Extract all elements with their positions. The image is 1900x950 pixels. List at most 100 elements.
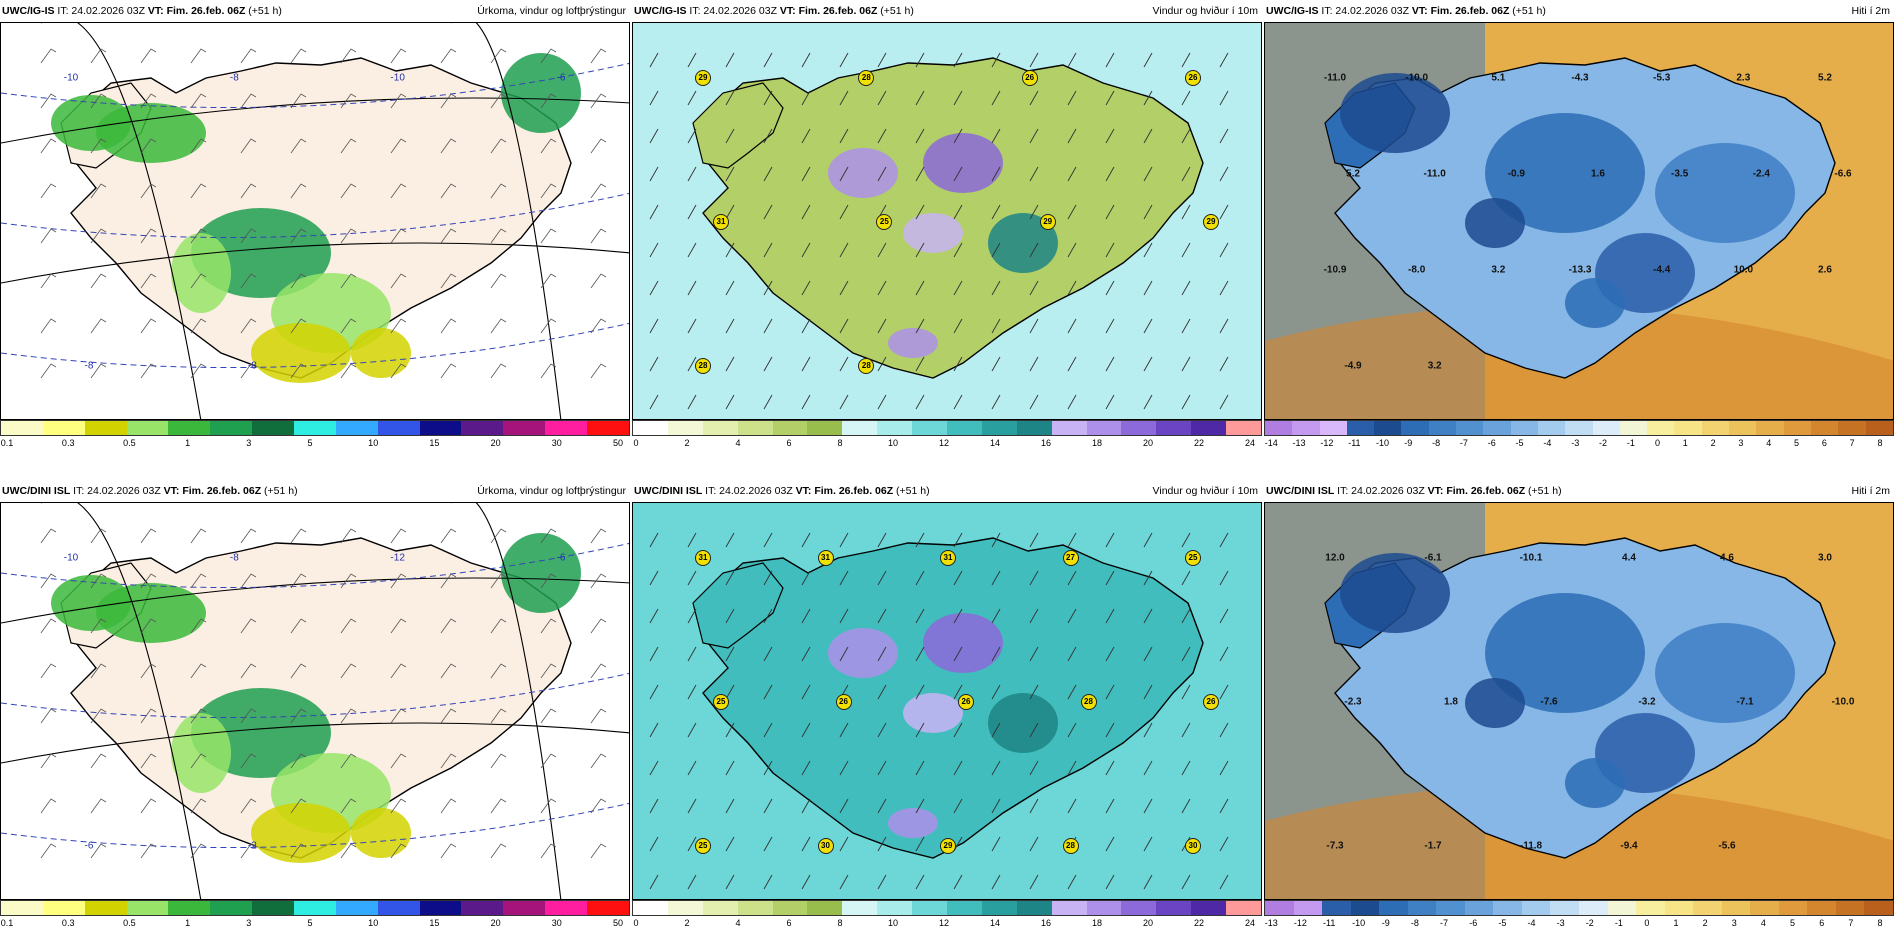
wind-barb <box>240 753 257 769</box>
wind-barb <box>190 573 207 589</box>
wind-arrow <box>953 166 963 182</box>
wind-arrow <box>1067 204 1077 220</box>
wind-arrow <box>915 646 925 662</box>
wind-arrow <box>991 722 1001 738</box>
wind-arrow <box>725 318 735 334</box>
colorbar-tick-label: 8 <box>837 918 843 928</box>
temperature-label: -10.1 <box>1519 552 1543 564</box>
wind-barb <box>90 273 107 289</box>
wind-arrow <box>915 760 925 776</box>
colorbar-tick-label: 7 <box>1848 918 1854 928</box>
wind-barb <box>490 753 507 769</box>
wind-arrow <box>1181 90 1191 106</box>
colorbar-tick-label: 20 <box>490 918 501 928</box>
panel-header: UWC/DINI ISL IT: 24.02.2026 03Z VT: Fim.… <box>632 480 1262 502</box>
wind-barb <box>390 798 407 814</box>
wind-barb <box>190 318 207 334</box>
colorbar-swatch <box>461 901 504 915</box>
colorbar-swatch <box>1693 901 1722 915</box>
isobar-line <box>1 242 629 284</box>
precip-map: -10 -8 -12 -6 -6 -2 <box>0 502 630 900</box>
wind-arrow <box>915 242 925 258</box>
colorbar-tick-label: 18 <box>1091 918 1103 928</box>
valid-time-label: VT: <box>163 485 180 497</box>
colorbar-swatch <box>84 901 127 915</box>
colorbar-swatch <box>42 421 85 435</box>
wind-arrow <box>953 128 963 144</box>
colorbar-tick-label: -3 <box>1571 438 1580 448</box>
wind-arrow <box>725 570 735 586</box>
isotherm-label: -12 <box>390 552 405 564</box>
temp-field-cell <box>1465 198 1525 248</box>
wind-arrow <box>1143 836 1153 852</box>
wind-arrow <box>1143 90 1153 106</box>
wind-barb <box>40 363 57 379</box>
wind-arrow <box>649 646 659 662</box>
temperature-label: -4.9 <box>1344 360 1362 372</box>
wind-arrow <box>687 646 697 662</box>
wind-arrow <box>1181 128 1191 144</box>
colorbar-tick-label: 0.5 <box>123 918 136 928</box>
temperature-label: -5.6 <box>1718 840 1736 852</box>
wind-arrow <box>953 204 963 220</box>
wind-barb <box>490 48 507 64</box>
wind-barb <box>440 273 457 289</box>
wind-barb <box>90 798 107 814</box>
wind-arrow <box>915 166 925 182</box>
wind-arrow <box>991 532 1001 548</box>
isotherm-label: -6 <box>84 840 94 852</box>
panel-header: UWC/IG-IS IT: 24.02.2026 03Z VT: Fim. 26… <box>632 0 1262 22</box>
wind-barb <box>540 663 557 679</box>
colorbar <box>1264 900 1894 916</box>
wind-barb <box>540 618 557 634</box>
wind-arrow <box>801 280 811 296</box>
wind-arrow <box>839 646 849 662</box>
wind-arrow <box>763 874 773 890</box>
temperature-label: 5.2 <box>1818 72 1832 84</box>
wind-arrow <box>1219 570 1229 586</box>
wind-arrow <box>1105 684 1115 700</box>
wind-arrow <box>725 798 735 814</box>
wind-arrow <box>877 836 887 852</box>
wind-arrow <box>687 90 697 106</box>
colorbar-swatch <box>252 421 295 435</box>
wind-barb <box>90 573 107 589</box>
wind-barb <box>240 528 257 544</box>
colorbar-swatch <box>912 901 948 915</box>
wind-barb <box>390 273 407 289</box>
wind-barb <box>240 573 257 589</box>
wind-barb <box>390 618 407 634</box>
wind-arrow <box>1219 532 1229 548</box>
wind-arrow <box>801 204 811 220</box>
wind-arrow <box>763 760 773 776</box>
colorbar-tick-label: 10 <box>887 438 899 448</box>
wind-barb <box>390 573 407 589</box>
wind-barb <box>440 138 457 154</box>
colorbar-swatch <box>981 901 1017 915</box>
wind-barb <box>240 138 257 154</box>
wind-arrow <box>877 722 887 738</box>
wind-barb <box>490 843 507 859</box>
wind-barb <box>190 93 207 109</box>
wind-arrow <box>991 166 1001 182</box>
wind-arrow <box>687 356 697 372</box>
wind-arrow <box>1219 318 1229 334</box>
wind-arrow <box>877 570 887 586</box>
wind-arrow <box>915 684 925 700</box>
wind-field-cell <box>828 628 898 678</box>
wind-arrow <box>1143 52 1153 68</box>
wind-arrow <box>1219 874 1229 890</box>
wind-arrow <box>1219 684 1229 700</box>
isobar-line <box>1 97 629 144</box>
colorbar-ticks: -13 -12 -11 -10 -9 -8 -7 -6 -5 -4 -3 -2 -1 0 1 2 3 4 5 6 7 8 <box>1264 916 1894 930</box>
colorbar-tick-label: 24 <box>1244 918 1256 928</box>
colorbar-tick-label: -9 <box>1381 918 1390 928</box>
wind-arrow <box>1181 52 1191 68</box>
isobar-line <box>41 23 202 419</box>
wind-arrow <box>763 798 773 814</box>
wind-barb <box>390 318 407 334</box>
wind-barb <box>290 138 307 154</box>
wind-arrow <box>1105 356 1115 372</box>
gust-maximum-label: 26 <box>835 694 852 710</box>
isotherm-label: -8 <box>229 72 239 84</box>
